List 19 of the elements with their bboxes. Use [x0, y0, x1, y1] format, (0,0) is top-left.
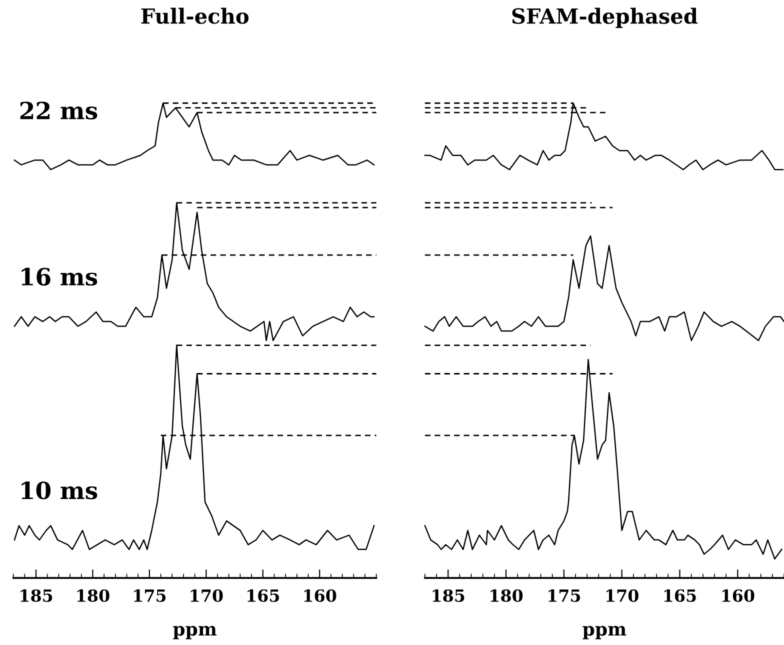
x-tick-label: 170 [190, 589, 223, 602]
series-label: 16 ms [22, 268, 98, 286]
x-tick-label: 160 [304, 589, 336, 602]
x-tick-label: 175 [134, 589, 166, 602]
x-tick-label: 185 [432, 589, 464, 602]
chart-title: SFAM-dephased [512, 8, 698, 28]
x-axis-title: ppm [582, 626, 626, 640]
x-tick-label: 160 [722, 589, 754, 602]
x-tick-label: 180 [77, 589, 110, 602]
x-tick-label: 165 [664, 589, 696, 602]
x-tick-label: 165 [248, 589, 280, 602]
series-label: 10 ms [22, 481, 98, 500]
series-label: 22 ms [20, 102, 98, 120]
x-tick-label: 185 [20, 589, 52, 602]
x-axis-title: ppm [173, 626, 217, 640]
x-tick-label: 180 [490, 589, 523, 602]
x-tick-label: 170 [606, 589, 638, 602]
chart-title: Full-echo [141, 8, 249, 24]
x-tick-label: 175 [548, 589, 580, 602]
